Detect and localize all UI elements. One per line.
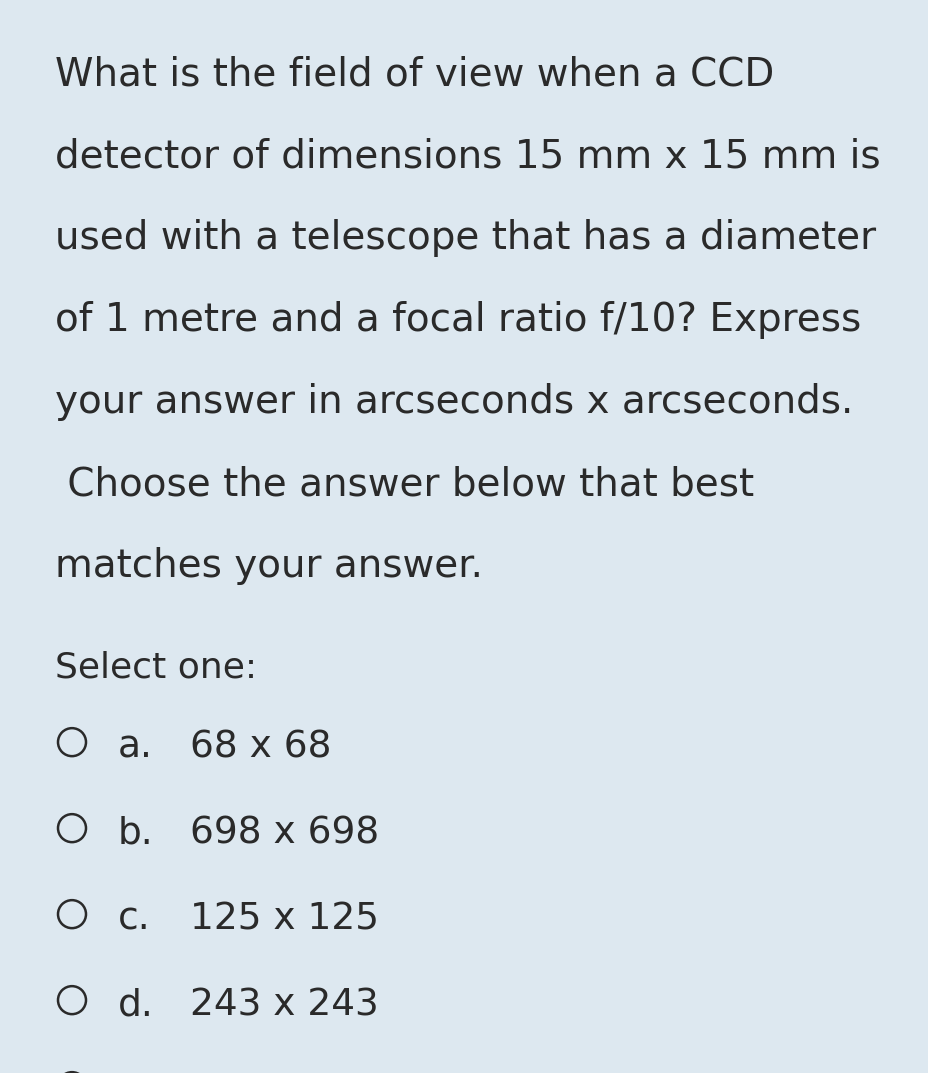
Text: c.: c. (118, 902, 150, 938)
Text: of 1 metre and a focal ratio f/10? Express: of 1 metre and a focal ratio f/10? Expre… (55, 302, 860, 339)
Text: matches your answer.: matches your answer. (55, 547, 483, 585)
Text: 243 x 243: 243 x 243 (190, 988, 379, 1024)
Text: Choose the answer below that best: Choose the answer below that best (55, 465, 754, 503)
Text: d.: d. (118, 988, 154, 1024)
Text: used with a telescope that has a diameter: used with a telescope that has a diamete… (55, 219, 875, 258)
Text: 698 x 698: 698 x 698 (190, 815, 379, 852)
Text: Select one:: Select one: (55, 650, 257, 684)
Text: your answer in arcseconds x arcseconds.: your answer in arcseconds x arcseconds. (55, 383, 853, 421)
Text: What is the field of view when a CCD: What is the field of view when a CCD (55, 55, 773, 93)
Text: detector of dimensions 15 mm x 15 mm is: detector of dimensions 15 mm x 15 mm is (55, 137, 880, 175)
Text: a.: a. (118, 730, 153, 766)
Text: b.: b. (118, 815, 153, 852)
Text: 68 x 68: 68 x 68 (190, 730, 331, 766)
Text: 125 x 125: 125 x 125 (190, 902, 379, 938)
